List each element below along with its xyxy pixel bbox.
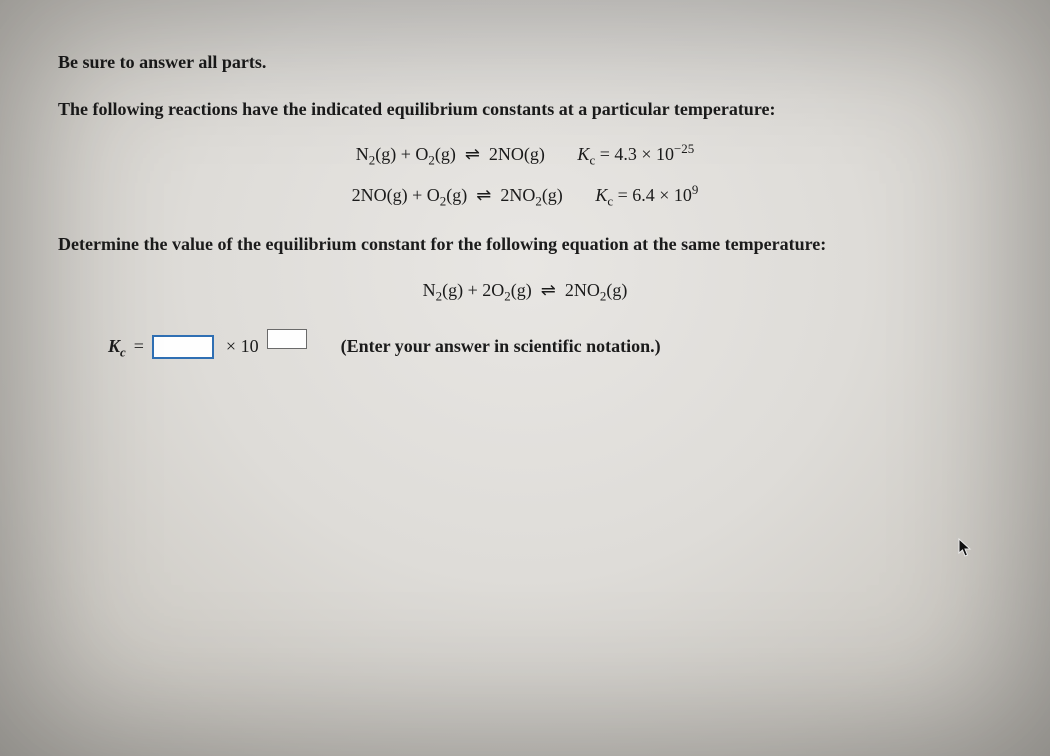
instruction-text: Be sure to answer all parts.	[58, 50, 992, 75]
intro-text: The following reactions have the indicat…	[58, 97, 992, 122]
prompt-text: Determine the value of the equilibrium c…	[58, 232, 992, 257]
equals-sign: =	[134, 336, 144, 357]
reaction-2-kc: Kc = 6.4 × 109	[595, 185, 698, 206]
answer-hint: (Enter your answer in scientific notatio…	[341, 336, 661, 357]
answer-row: Kc = × 10 (Enter your answer in scientif…	[108, 335, 992, 359]
rxn1-rhs: 2NO(g)	[489, 144, 545, 164]
reaction-1-equation: N2(g) + O2(g) ⇌ 2NO(g)	[356, 144, 545, 165]
reaction-1: N2(g) + O2(g) ⇌ 2NO(g) Kc = 4.3 × 10−25	[58, 144, 992, 165]
kc-label: Kc	[108, 336, 126, 357]
times-ten-label: × 10	[226, 336, 259, 357]
target-rhs: 2NO2(g)	[565, 280, 627, 300]
reaction-1-kc: Kc = 4.3 × 10−25	[577, 144, 694, 165]
rxn1-lhs: N2(g) + O2(g)	[356, 144, 456, 164]
target-reaction-equation: N2(g) + 2O2(g) ⇌ 2NO2(g)	[423, 280, 628, 301]
rxn2-rhs: 2NO2(g)	[500, 185, 562, 205]
cursor-icon	[958, 538, 972, 558]
rxn2-lhs: 2NO(g) + O2(g)	[352, 185, 468, 205]
target-reaction: N2(g) + 2O2(g) ⇌ 2NO2(g)	[58, 280, 992, 301]
target-lhs: N2(g) + 2O2(g)	[423, 280, 532, 300]
problem-panel: Be sure to answer all parts. The followi…	[0, 0, 1050, 756]
coefficient-input[interactable]	[152, 335, 214, 359]
exponent-input[interactable]	[267, 329, 307, 349]
reaction-2: 2NO(g) + O2(g) ⇌ 2NO2(g) Kc = 6.4 × 109	[58, 185, 992, 206]
reaction-2-equation: 2NO(g) + O2(g) ⇌ 2NO2(g)	[352, 185, 563, 206]
